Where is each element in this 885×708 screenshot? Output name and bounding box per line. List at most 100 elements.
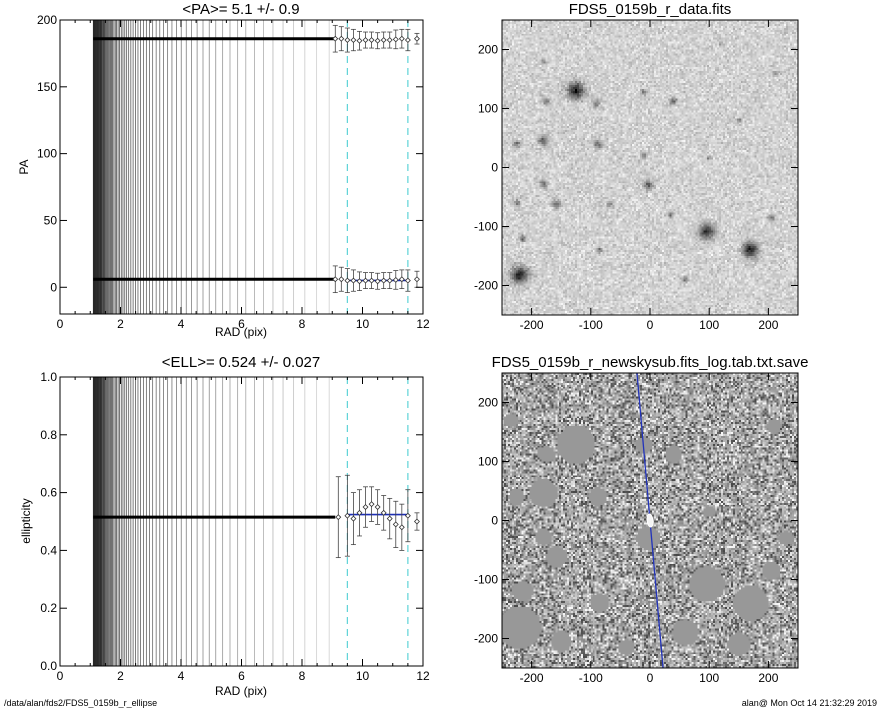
y-tick-label: 0 xyxy=(491,161,498,175)
y-tick-label: 100 xyxy=(37,147,57,161)
x-tick-label: 8 xyxy=(299,317,306,331)
y-tick-label: 100 xyxy=(478,455,498,469)
y-tick-label: -200 xyxy=(474,279,498,293)
x-tick-label: 100 xyxy=(699,318,719,332)
y-tick-label: 0 xyxy=(50,280,57,294)
x-tick-label: -200 xyxy=(520,318,544,332)
data-point xyxy=(398,276,405,283)
data-point xyxy=(344,512,351,519)
data-image-panel: FDS5_0159b_r_data.fits -200 -100 0 100 200 -2… xyxy=(474,1,799,332)
x-tick-label: -100 xyxy=(579,318,603,332)
footer-path: /data/alan/fds2/FDS5_0159b_r_ellipse xyxy=(4,698,157,708)
x-tick-label: 0 xyxy=(57,669,64,683)
data-point xyxy=(356,278,363,285)
data-point xyxy=(380,277,387,284)
data-point xyxy=(362,37,369,44)
footer-timestamp: alan@ Mon Oct 14 21:32:29 2019 xyxy=(742,698,877,708)
y-tick-label: 150 xyxy=(37,80,57,94)
data-point xyxy=(356,37,363,44)
data-point xyxy=(368,37,375,44)
x-tick-label: 6 xyxy=(238,317,245,331)
x-tick-label: 6 xyxy=(238,669,245,683)
pa-plot: <PA>= 5.1 +/- 0.9 RAD (pix) PA 0 2 4 6 8 10 12… xyxy=(17,1,430,339)
data-point xyxy=(338,35,345,42)
y-tick-label: 1.0 xyxy=(40,370,57,384)
data-point xyxy=(374,278,381,285)
y-tick-label: 200 xyxy=(37,13,57,27)
data-point xyxy=(344,277,351,284)
data-point xyxy=(386,37,393,44)
data-point xyxy=(332,35,339,42)
data-point xyxy=(344,37,351,44)
x-tick-label: 4 xyxy=(178,317,185,331)
x-tick-label: 12 xyxy=(416,317,430,331)
plot-frame xyxy=(59,19,424,315)
data-point xyxy=(362,504,369,511)
y-tick-label: 0.8 xyxy=(40,428,57,442)
x-tick-label: 2 xyxy=(117,669,124,683)
y-tick-label: 200 xyxy=(478,396,498,410)
data-point xyxy=(338,276,345,283)
y-tick-label: -200 xyxy=(474,632,498,646)
x-tick-label: 4 xyxy=(178,669,185,683)
data-point xyxy=(350,277,357,284)
y-tick-label: 100 xyxy=(478,102,498,116)
data-point xyxy=(404,512,411,519)
data-point xyxy=(374,504,381,511)
data-point xyxy=(413,276,420,283)
data-image-title: FDS5_0159b_r_data.fits xyxy=(569,1,732,18)
data-point xyxy=(380,37,387,44)
x-tick-label: 0 xyxy=(57,317,64,331)
x-tick-label: 8 xyxy=(299,669,306,683)
data-point xyxy=(413,35,420,42)
data-point xyxy=(380,509,387,516)
y-tick-label: 200 xyxy=(478,43,498,57)
data-point xyxy=(350,515,357,522)
x-tick-label: 200 xyxy=(758,671,778,685)
pa-x-axis-label: RAD (pix) xyxy=(215,325,267,339)
y-tick-label: -100 xyxy=(474,573,498,587)
x-tick-label: 100 xyxy=(699,671,719,685)
data-point xyxy=(413,518,420,525)
x-tick-label: 0 xyxy=(647,671,654,685)
x-tick-label: 2 xyxy=(117,317,124,331)
data-point xyxy=(404,37,411,44)
data-point xyxy=(404,277,411,284)
data-point xyxy=(392,276,399,283)
data-point xyxy=(332,276,339,283)
data-point xyxy=(386,515,393,522)
skysub-image-panel: FDS5_0159b_r_newskysub.fits_log.tab.txt.… xyxy=(474,354,808,685)
y-tick-label: 0.6 xyxy=(40,486,57,500)
center-ellipse xyxy=(646,513,654,528)
y-tick-label: 0 xyxy=(491,514,498,528)
y-tick-label: -100 xyxy=(474,220,498,234)
x-tick-label: 12 xyxy=(416,669,430,683)
ellipticity-plot: <ELL>= 0.524 +/- 0.027 RAD (pix) ellipti… xyxy=(19,354,430,698)
ellipticity-plot-title: <ELL>= 0.524 +/- 0.027 xyxy=(162,354,320,371)
x-tick-label: 10 xyxy=(356,317,370,331)
data-point xyxy=(398,35,405,42)
y-tick-label: 0.0 xyxy=(40,659,57,673)
data-point xyxy=(392,521,399,528)
galaxy-image xyxy=(502,20,798,315)
data-point xyxy=(362,277,369,284)
pa-plot-title: <PA>= 5.1 +/- 0.9 xyxy=(182,1,299,18)
data-point xyxy=(350,37,357,44)
y-tick-label: 0.2 xyxy=(40,601,57,615)
x-tick-label: 0 xyxy=(647,318,654,332)
data-point xyxy=(368,501,375,508)
ellipticity-y-axis-label: ellipticity xyxy=(19,498,33,543)
pa-y-axis-label: PA xyxy=(17,159,31,174)
data-point xyxy=(374,37,381,44)
data-point xyxy=(356,509,363,516)
plot-frame xyxy=(59,376,424,667)
x-tick-label: 200 xyxy=(758,318,778,332)
x-tick-label: 10 xyxy=(356,669,370,683)
ellipticity-x-axis-label: RAD (pix) xyxy=(215,684,267,698)
data-point xyxy=(335,514,342,521)
data-point xyxy=(398,524,405,531)
x-tick-label: -200 xyxy=(520,671,544,685)
y-tick-label: 0.4 xyxy=(40,543,57,557)
y-tick-label: 50 xyxy=(44,213,58,227)
